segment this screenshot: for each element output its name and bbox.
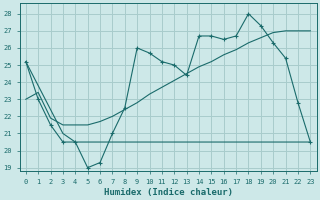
X-axis label: Humidex (Indice chaleur): Humidex (Indice chaleur)	[104, 188, 233, 197]
